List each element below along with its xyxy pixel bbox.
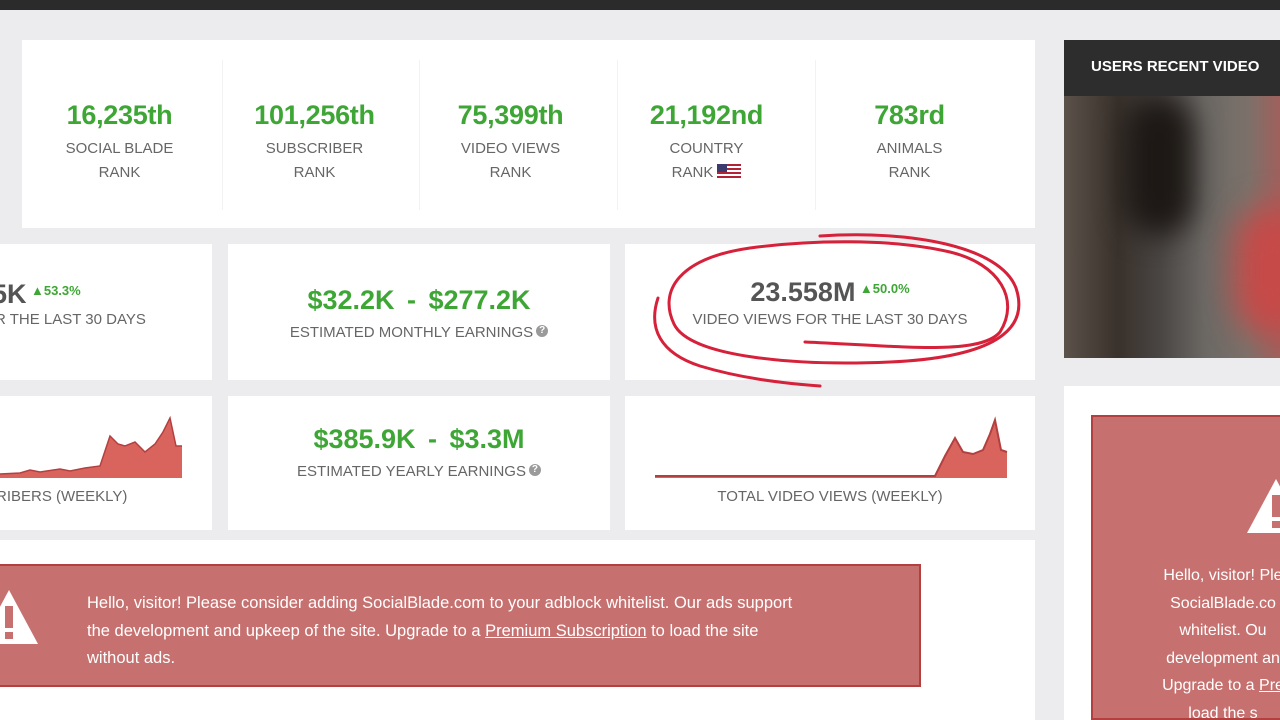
monthly-earnings-value: $32.2K - $277.2K — [307, 285, 531, 315]
chart-area — [0, 418, 182, 478]
yearly-earnings-label-row: ESTIMATED YEARLY EARNINGS? — [228, 463, 610, 481]
yearly-earnings-label: ESTIMATED YEARLY EARNINGS — [297, 463, 526, 480]
adblock-alert-text: Hello, visitor! Please consider adding S… — [87, 594, 793, 667]
warning-icon — [1247, 479, 1280, 533]
recent-video-header: USERS RECENT VIDEO — [1064, 40, 1280, 96]
monthly-earnings-card: $32.2K - $277.2K ESTIMATED MONTHLY EARNI… — [228, 244, 610, 380]
us-flag-icon — [717, 164, 742, 178]
views-30-value-row: 23.558M ▲50.0% — [625, 277, 1035, 308]
subs-30-value: 5K — [0, 279, 27, 309]
sidebar-alert-text: Hello, visitor! Ple SocialBlade.co white… — [1093, 562, 1280, 718]
rank-value: 21,192nd — [649, 100, 764, 130]
premium-link[interactable]: Pre — [1259, 677, 1280, 694]
video-views-weekly-label: TOTAL VIDEO VIEWS (WEEKLY) — [717, 488, 943, 505]
video-views-rank: 75,399th VIDEO VIEWS RANK — [413, 40, 608, 228]
rank-value: 783rd — [874, 100, 945, 130]
views-30-label: VIDEO VIEWS FOR THE LAST 30 DAYS — [692, 311, 968, 328]
video-views-30-days-card: 23.558M ▲50.0% VIDEO VIEWS FOR THE LAST … — [625, 244, 1035, 380]
red-circle-annotation — [653, 233, 1021, 388]
subscribers-weekly-label: RIBERS (WEEKLY) — [0, 488, 128, 505]
subs-30-value-row: 5K ▲53.3% — [0, 279, 81, 310]
video-views-weekly-card: TOTAL VIDEO VIEWS (WEEKLY) — [625, 396, 1035, 530]
chart-area — [655, 420, 1007, 478]
rank-value: 75,399th — [457, 100, 564, 130]
subscribers-weekly-chart — [0, 416, 182, 478]
rank-value: 16,235th — [66, 100, 173, 130]
rank-label: SOCIAL BLADE RANK — [65, 140, 174, 181]
rank-label: VIDEO VIEWS RANK — [460, 140, 561, 181]
subscriber-rank: 101,256th SUBSCRIBER RANK — [217, 40, 412, 228]
video-views-weekly-chart — [655, 416, 1008, 478]
chart-line — [0, 416, 182, 475]
views-30-value: 23.558M — [750, 277, 856, 307]
subs-30-label: R THE LAST 30 DAYS — [0, 311, 146, 328]
subscribers-weekly-card: RIBERS (WEEKLY) — [0, 396, 212, 530]
help-icon[interactable]: ? — [536, 325, 549, 337]
help-icon[interactable]: ? — [528, 464, 541, 476]
monthly-earnings-label-row: ESTIMATED MONTHLY EARNINGS? — [228, 324, 610, 342]
divider — [617, 60, 618, 210]
divider — [222, 60, 223, 210]
recent-video-title: USERS RECENT VIDEO — [1091, 58, 1260, 75]
monthly-earnings-label: ESTIMATED MONTHLY EARNINGS — [289, 324, 534, 341]
rank-card: 16,235th SOCIAL BLADE RANK 101,256th SUBS… — [22, 40, 1035, 228]
country-rank: 21,192nd COUNTRY RANK — [609, 40, 804, 228]
adblock-alert: Hello, visitor! Please consider adding S… — [0, 564, 921, 687]
rank-label: ANIMALS RANK — [876, 140, 943, 181]
divider — [815, 60, 816, 210]
rank-value: 101,256th — [254, 100, 375, 130]
views-30-change: ▲50.0% — [859, 281, 910, 296]
animals-rank: 783rd ANIMALS RANK — [812, 40, 1007, 228]
sidebar-adblock-alert: Hello, visitor! Ple SocialBlade.co white… — [1091, 415, 1280, 720]
top-bar — [0, 0, 1280, 10]
chart-line — [655, 416, 1008, 477]
recent-video-thumbnail[interactable] — [1064, 96, 1280, 358]
subscribers-30-days-card: 5K ▲53.3% R THE LAST 30 DAYS — [0, 244, 212, 380]
divider — [419, 60, 420, 210]
premium-subscription-link[interactable]: Premium Subscription — [485, 621, 647, 640]
social-blade-rank: 16,235th SOCIAL BLADE RANK — [22, 40, 217, 228]
subs-30-change: ▲53.3% — [30, 283, 81, 298]
yearly-earnings-value: $385.9K - $3.3M — [313, 424, 525, 454]
rank-label: SUBSCRIBER RANK — [265, 140, 364, 181]
rank-label: COUNTRY RANK — [669, 140, 744, 181]
yearly-earnings-card: $385.9K - $3.3M ESTIMATED YEARLY EARNING… — [228, 396, 610, 530]
warning-icon — [0, 590, 38, 644]
